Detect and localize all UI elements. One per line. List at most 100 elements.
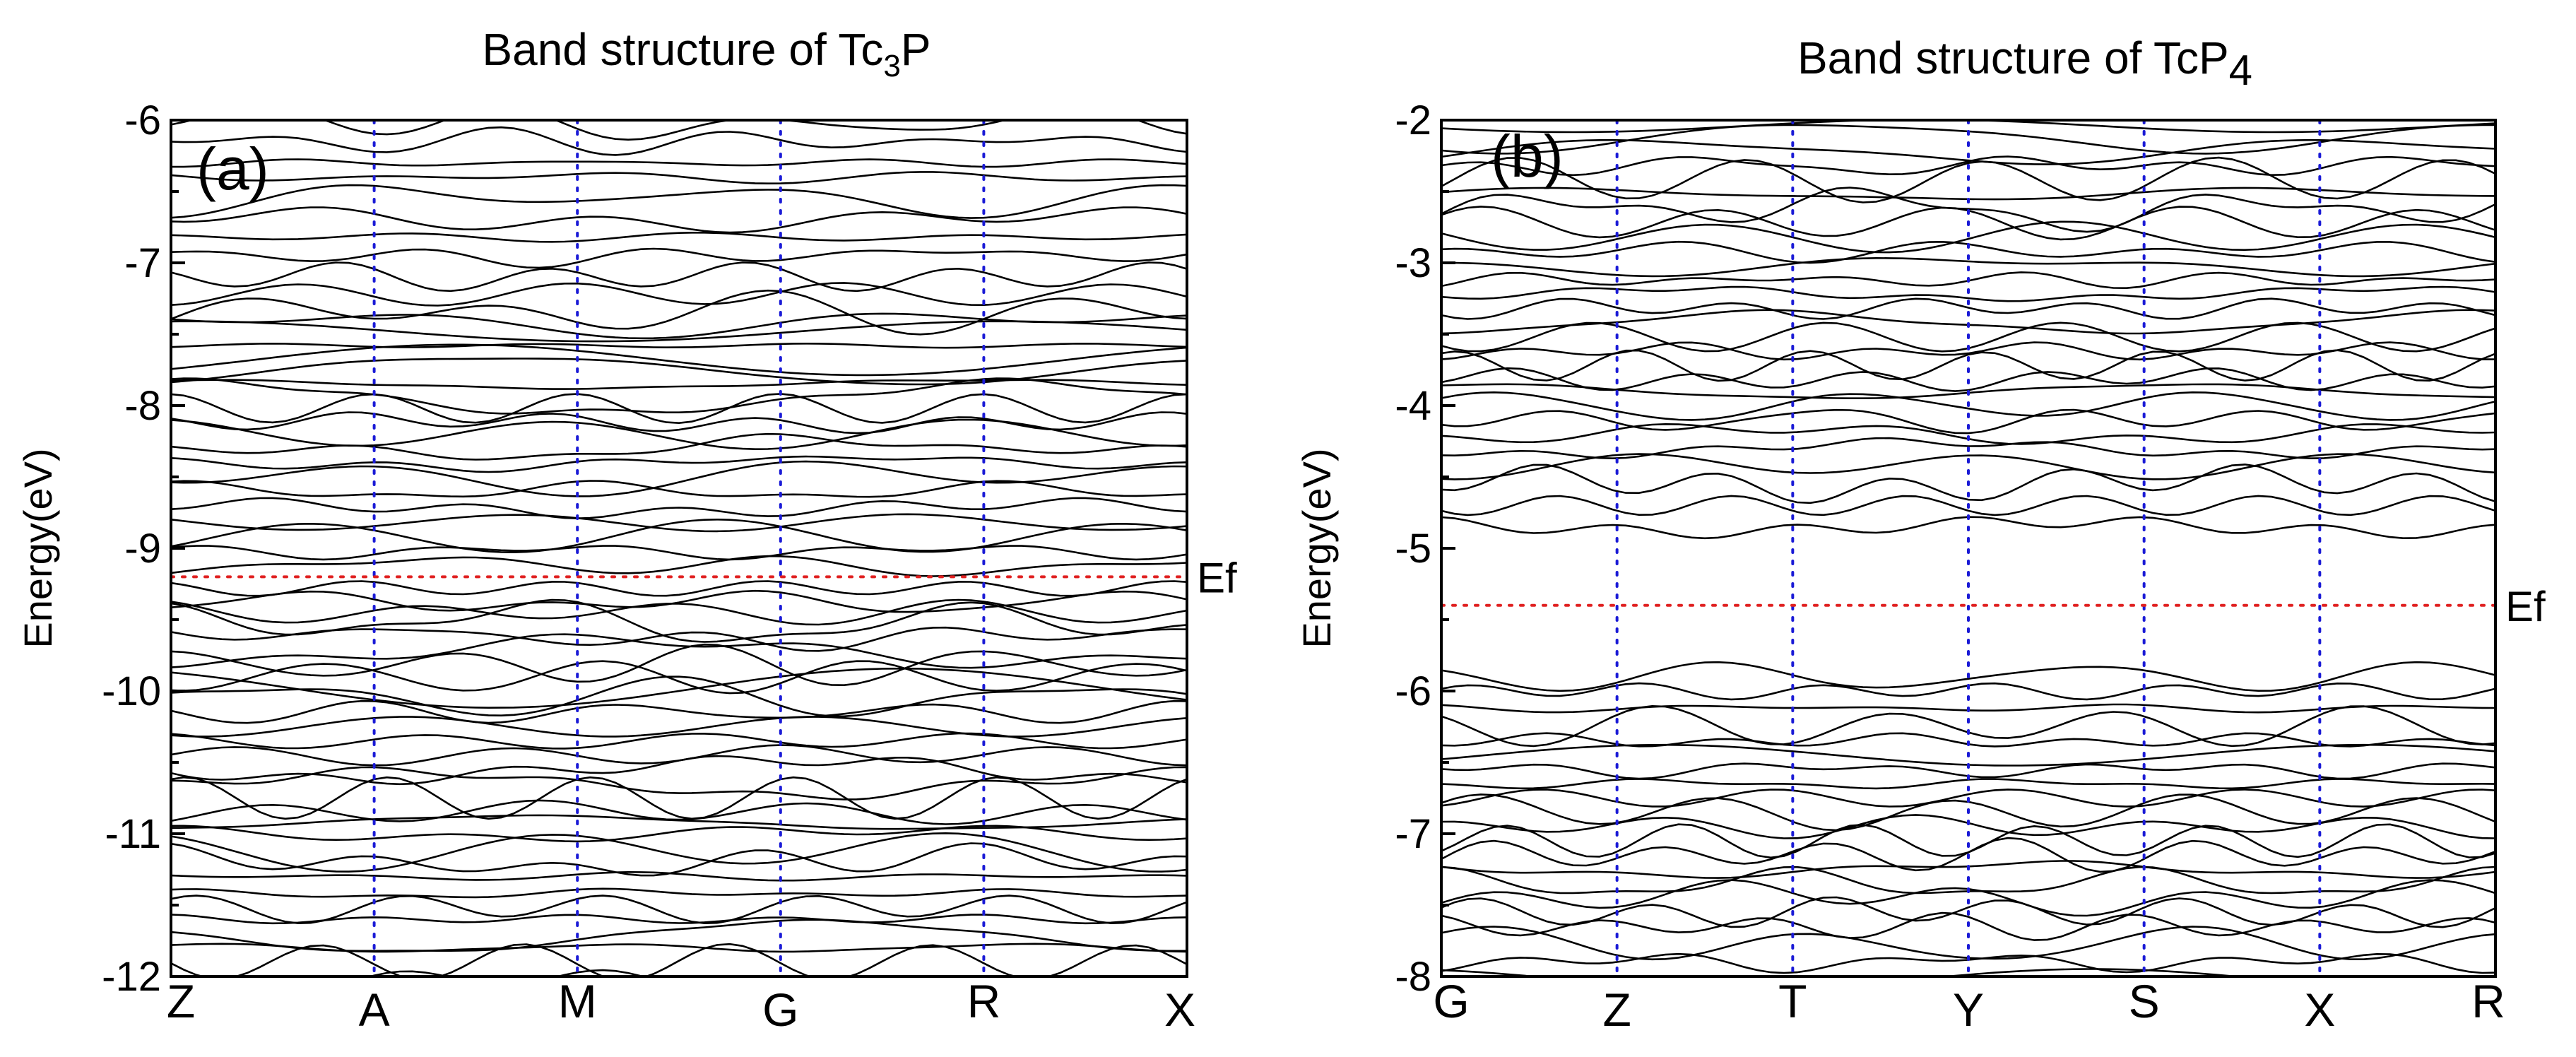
y-tick-label: -7 [1395,811,1431,857]
kpoint-label-Z: Z [1603,984,1631,1036]
kpoint-label-M: M [558,975,597,1027]
band-a-37 [171,455,1187,473]
panel-b-kpoint-lines [1615,119,2322,978]
kpoint-label-G: G [1433,975,1469,1027]
kpoint-label-Z: Z [167,975,195,1027]
kpoint-label-R: R [2471,975,2505,1027]
band-a-17 [171,732,1187,750]
kpoint-label-R: R [967,975,1001,1027]
band-a-3 [171,919,1187,952]
band-a-14 [171,766,1187,801]
band-b-35 [1441,297,2495,320]
band-a-8 [171,842,1187,877]
panel-a-label: (a) [196,136,269,202]
band-a-4 [171,914,1187,925]
band-a-57 [171,158,1187,168]
y-tick-label: -12 [102,954,161,1000]
y-tick-label: -11 [105,811,161,857]
panel-a-bands [171,120,1187,976]
band-a-23 [171,643,1187,687]
panel-a-y-axis-label: Energy(eV) [16,448,60,648]
panel-b-frame [1440,119,2497,978]
band-a-52 [171,247,1187,269]
panel-b-y-axis-label: Energy(eV) [1294,448,1339,648]
kpoint-label-X: X [2304,984,2335,1036]
band-a-20 [171,675,1187,718]
y-tick-label: -8 [1395,954,1431,1000]
band-a-30 [171,555,1187,577]
y-tick-label: -6 [1395,668,1431,714]
band-a-55 [171,184,1187,219]
band-a-6 [171,887,1187,899]
kpoint-label-G: G [762,984,798,1036]
band-a-49 [171,289,1187,336]
band-b-22 [1441,495,2495,516]
band-a-44 [171,358,1187,386]
band-a-36 [171,460,1187,497]
y-tick-label: -7 [124,240,161,286]
panel-a-fermi-label: Ef [1197,554,1237,601]
band-a-5 [171,894,1187,925]
band-b-40 [1441,220,2495,254]
band-a-43 [171,379,1187,390]
kpoint-label-S: S [2129,975,2160,1027]
band-a-41 [171,393,1187,425]
panel-a-title: Band structure of Tc3P [482,24,930,83]
band-a-34 [171,497,1187,520]
band-b-28 [1441,391,2495,421]
band-a-24 [171,633,1187,669]
panel-b-fermi-label: Ef [2505,583,2546,630]
y-tick-label: -10 [102,668,161,714]
band-b-46 [1441,138,2495,165]
band-b-27 [1441,408,2495,435]
band-a-12 [171,799,1187,825]
band-a-22 [171,660,1187,695]
kpoint-label-X: X [1164,984,1195,1036]
band-a-40 [171,411,1187,435]
y-tick-label: -8 [124,383,161,429]
panel-b-label: (b) [1491,123,1564,189]
band-a-26 [171,598,1187,643]
panel-b-title: Band structure of TcP4 [1797,33,2252,94]
band-a-58 [171,126,1187,156]
kpoint-label-A: A [359,984,390,1036]
y-tick-label: -6 [124,98,161,143]
band-a-32 [171,518,1187,554]
band-b-9 [1441,823,2495,859]
band-a-29 [171,580,1187,597]
band-a-1 [171,943,1187,976]
band-b-20 [1441,661,2495,692]
y-tick-label: -3 [1395,240,1431,286]
band-a-33 [171,513,1187,533]
band-b-42 [1441,187,2495,233]
band-a-18 [171,716,1187,738]
band-a-54 [171,206,1187,234]
band-a-51 [171,261,1187,293]
band-b-0 [1441,968,2247,976]
band-a-31 [171,545,1187,561]
panel-b-chart: Band structure of TcP4 -8 -7 -6 -5 -4 -3 -2 G Z… [1294,33,2546,1036]
y-tick-label: -9 [124,526,161,572]
y-tick-label: -5 [1395,526,1431,572]
band-a-46 [171,342,1187,349]
panel-a-frame [170,119,1188,978]
band-b-32 [1441,341,2495,361]
band-a-19 [171,699,1187,724]
band-a-9 [171,832,1187,873]
band-a-28 [171,589,1187,613]
kpoint-label-T: T [1778,975,1807,1027]
band-a-21 [171,668,1187,709]
band-b-23 [1441,463,2495,504]
band-b-38 [1441,256,2495,278]
y-tick-label: -2 [1395,98,1431,143]
band-a-45 [171,343,1187,377]
band-a-27 [171,598,1187,626]
band-a-59 [171,120,1187,141]
panel-a-kpoint-lines [372,119,986,978]
band-a-39 [171,418,1187,451]
band-a-7 [171,870,1187,882]
band-b-24 [1441,453,2495,480]
